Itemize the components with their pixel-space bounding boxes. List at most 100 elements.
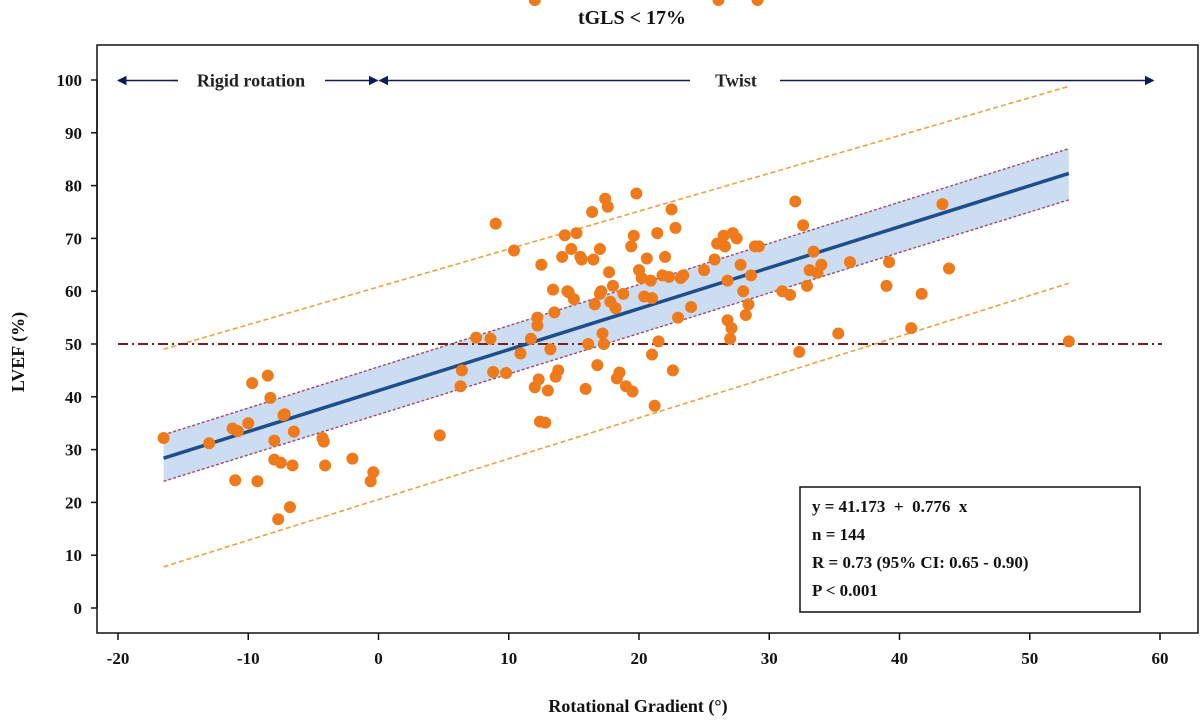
data-point xyxy=(789,195,802,208)
data-point xyxy=(659,250,672,263)
data-point xyxy=(535,258,548,271)
data-point xyxy=(246,377,259,390)
data-point xyxy=(609,302,622,315)
data-point xyxy=(286,459,299,472)
data-point xyxy=(556,250,569,263)
y-tick-label: 40 xyxy=(65,388,82,407)
data-point xyxy=(588,298,601,311)
data-point xyxy=(567,293,580,306)
chart-title: tGLS < 17% xyxy=(578,7,686,29)
data-point xyxy=(613,366,626,379)
data-point xyxy=(698,264,711,277)
data-point xyxy=(586,206,599,218)
x-tick-label: 0 xyxy=(374,649,383,668)
data-point xyxy=(648,399,661,412)
data-point xyxy=(596,327,609,340)
stats-box-frame xyxy=(799,486,1141,613)
prediction-band-upper xyxy=(163,85,1070,351)
x-tick-label: 20 xyxy=(631,649,648,668)
data-point xyxy=(317,435,330,448)
data-point xyxy=(454,380,467,393)
prediction-band xyxy=(163,85,1070,568)
data-point xyxy=(242,417,255,430)
data-point xyxy=(595,285,608,298)
data-point xyxy=(251,475,264,488)
data-point xyxy=(640,252,653,265)
data-point xyxy=(547,283,560,296)
stats-n: n = 144 xyxy=(812,525,866,544)
data-point xyxy=(470,331,483,344)
data-point xyxy=(539,416,552,429)
prediction-band-lower xyxy=(163,282,1070,568)
data-point xyxy=(570,227,583,240)
x-tick-label: 10 xyxy=(500,649,517,668)
x-tick-label: 50 xyxy=(1021,649,1038,668)
data-point xyxy=(724,332,737,345)
data-points xyxy=(157,0,1075,526)
data-point xyxy=(669,221,682,234)
data-point xyxy=(797,219,810,232)
y-tick-label: 30 xyxy=(65,441,82,460)
data-point xyxy=(815,258,828,271)
data-point xyxy=(801,279,814,292)
confidence-band-lower xyxy=(163,199,1070,482)
data-point xyxy=(712,0,725,6)
data-point xyxy=(718,240,731,253)
data-point xyxy=(630,187,643,200)
data-point xyxy=(278,408,291,421)
data-point xyxy=(646,292,659,305)
data-point xyxy=(793,345,806,358)
data-point xyxy=(541,384,554,397)
data-point xyxy=(606,279,619,292)
data-point xyxy=(601,200,614,213)
rigid-rotation-label: Rigid rotation xyxy=(197,71,305,91)
data-point xyxy=(500,367,513,380)
data-point xyxy=(751,0,764,6)
data-point xyxy=(635,272,648,284)
confidence-band-upper xyxy=(163,147,1070,436)
data-point xyxy=(674,272,687,284)
data-point xyxy=(721,314,734,327)
y-axis-title: LVEF (%) xyxy=(8,312,29,392)
data-point xyxy=(229,474,242,487)
data-point xyxy=(514,347,527,360)
data-point xyxy=(603,266,616,279)
data-point xyxy=(844,256,857,269)
regression-line xyxy=(163,171,1070,460)
data-point xyxy=(672,311,685,324)
data-point xyxy=(915,287,928,300)
data-point xyxy=(484,332,497,345)
data-point xyxy=(739,308,752,321)
data-point xyxy=(625,240,638,253)
data-point xyxy=(717,229,730,242)
data-point xyxy=(662,270,675,283)
data-point xyxy=(558,229,571,242)
y-tick-label: 10 xyxy=(65,546,82,565)
data-point xyxy=(1062,335,1075,348)
twist-label: Twist xyxy=(715,71,757,91)
data-point xyxy=(807,245,820,258)
data-point xyxy=(319,459,332,472)
data-point xyxy=(274,456,287,469)
data-point xyxy=(283,501,296,514)
x-tick-label: 60 xyxy=(1152,649,1169,668)
data-point xyxy=(734,258,747,271)
data-point xyxy=(730,232,743,245)
data-point xyxy=(544,343,557,356)
data-point xyxy=(880,279,893,292)
data-point xyxy=(626,385,639,398)
data-point xyxy=(665,203,678,216)
x-tick-label: 30 xyxy=(761,649,778,668)
data-point xyxy=(532,373,545,386)
data-point xyxy=(524,332,537,345)
y-tick-label: 60 xyxy=(65,282,82,301)
data-point xyxy=(433,429,446,442)
data-point xyxy=(264,391,277,404)
data-point xyxy=(287,425,300,438)
y-tick-label: 100 xyxy=(57,71,83,90)
y-tick-label: 90 xyxy=(65,124,82,143)
data-point xyxy=(346,452,359,465)
data-point xyxy=(652,335,665,348)
y-tick-label: 70 xyxy=(65,229,82,248)
stats-box: y = 41.173 + 0.776 x n = 144 R = 0.73 (9… xyxy=(799,486,1141,613)
